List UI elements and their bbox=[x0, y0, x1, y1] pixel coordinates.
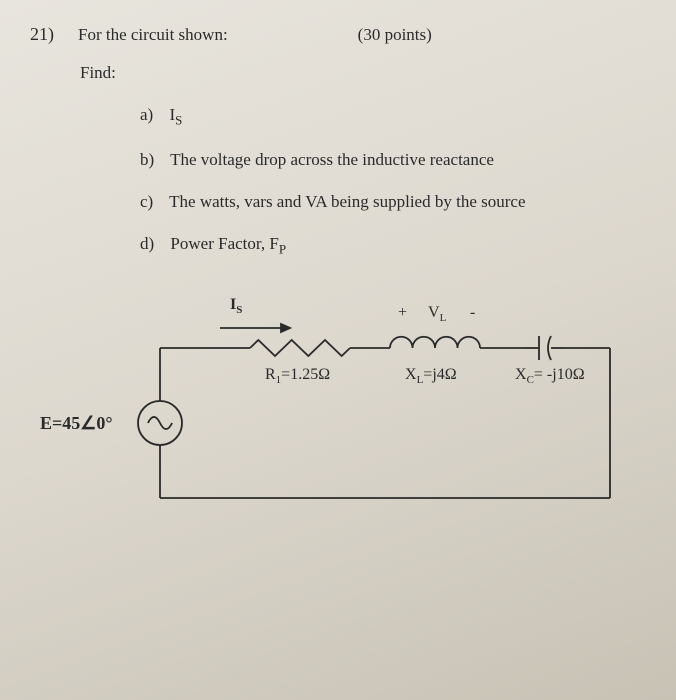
question-points: (30 points) bbox=[358, 25, 432, 45]
part-d-label: d) bbox=[140, 234, 154, 253]
xl-label: XL=j4Ω bbox=[405, 366, 457, 386]
question-number: 21) bbox=[30, 24, 54, 45]
part-c-label: c) bbox=[140, 192, 153, 211]
part-a-text: IS bbox=[169, 105, 182, 124]
vl-plus: + bbox=[398, 304, 407, 322]
part-c-text: The watts, vars and VA being supplied by… bbox=[169, 192, 525, 211]
part-a: a) IS bbox=[140, 105, 646, 128]
xc-label: XC= -j10Ω bbox=[515, 366, 585, 386]
question-prompt: For the circuit shown: bbox=[78, 25, 228, 45]
part-d-text: Power Factor, FP bbox=[170, 234, 286, 253]
current-Is-label: IS bbox=[230, 296, 242, 316]
circuit-svg bbox=[70, 288, 630, 548]
parts-list: a) IS b) The voltage drop across the ind… bbox=[140, 105, 646, 258]
source-label: E=45∠0° bbox=[40, 413, 113, 434]
part-c: c) The watts, vars and VA being supplied… bbox=[140, 192, 646, 212]
part-d: d) Power Factor, FP bbox=[140, 234, 646, 257]
part-a-label: a) bbox=[140, 105, 153, 124]
vl-label: VL bbox=[428, 304, 446, 324]
vl-minus: - bbox=[470, 304, 475, 322]
r1-label: R1=1.25Ω bbox=[265, 366, 330, 386]
find-label: Find: bbox=[80, 63, 646, 83]
circuit-diagram: IS + VL - R1=1.25Ω XL=j4Ω XC= -j10Ω E=45… bbox=[70, 288, 630, 548]
part-b-label: b) bbox=[140, 150, 154, 169]
part-b-text: The voltage drop across the inductive re… bbox=[170, 150, 494, 169]
part-b: b) The voltage drop across the inductive… bbox=[140, 150, 646, 170]
